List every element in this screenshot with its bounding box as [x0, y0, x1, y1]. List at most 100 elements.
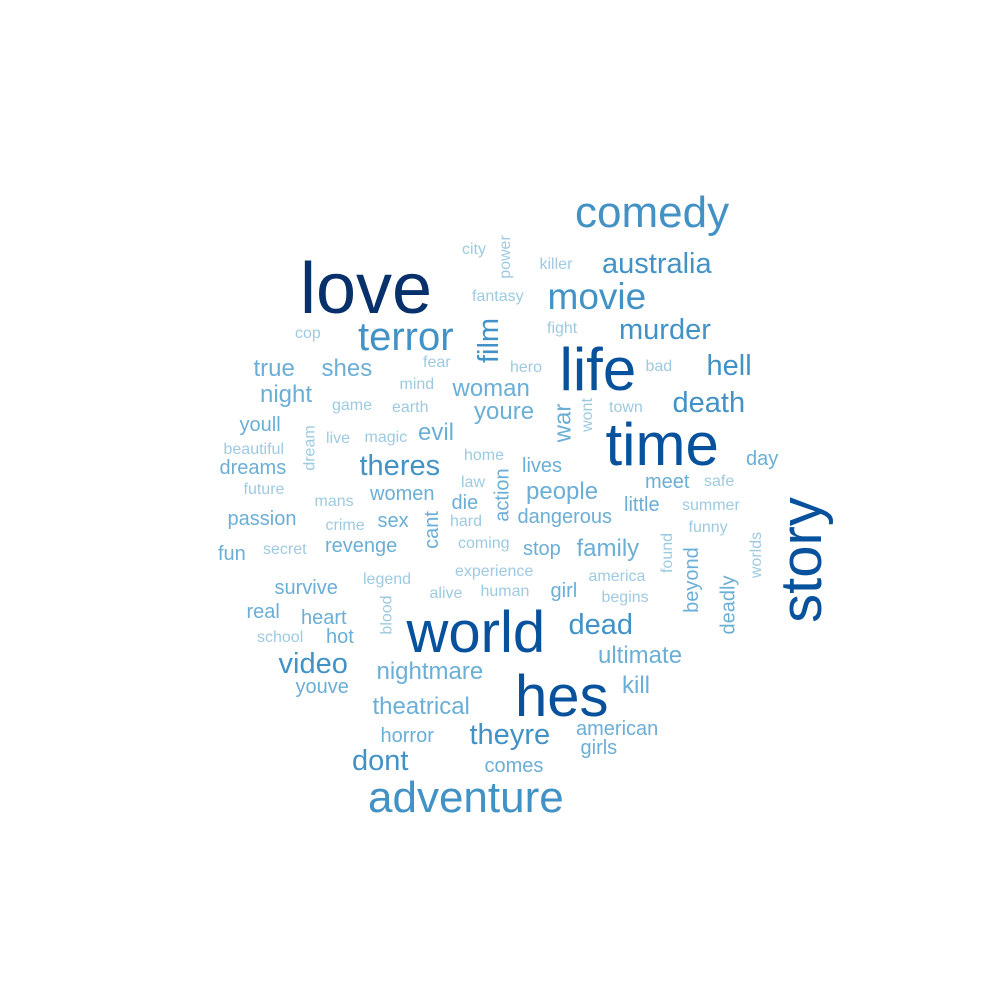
word-summer: summer — [682, 497, 740, 514]
word-australia: australia — [602, 247, 712, 280]
word-power: power — [496, 235, 514, 279]
word-horror: horror — [380, 725, 434, 747]
word-mans: mans — [314, 493, 354, 510]
word-live: live — [326, 430, 351, 447]
word-secret: secret — [263, 541, 307, 558]
word-revenge: revenge — [325, 535, 398, 557]
word-theyre: theyre — [469, 718, 551, 751]
word-coming: coming — [458, 535, 510, 552]
word-blood: blood — [378, 595, 396, 635]
word-youve: youve — [295, 676, 349, 698]
word-day: day — [746, 448, 779, 470]
word-killer: killer — [539, 256, 573, 273]
word-story: story — [768, 497, 834, 623]
word-dont: dont — [352, 744, 409, 777]
word-alive: alive — [429, 585, 463, 602]
word-adventure: adventure — [368, 773, 564, 822]
word-magic: magic — [364, 429, 408, 446]
word-murder: murder — [619, 313, 711, 346]
word-cop: cop — [295, 325, 321, 342]
word-sex: sex — [377, 510, 409, 532]
word-hard: hard — [450, 513, 483, 530]
word-war: war — [548, 403, 576, 443]
word-youll: youll — [239, 414, 281, 436]
word-fun: fun — [218, 543, 246, 565]
word-wont: wont — [578, 398, 596, 432]
word-deadly: deadly — [716, 575, 739, 635]
word-america: america — [588, 568, 646, 585]
word-woman: woman — [452, 375, 530, 402]
word-city: city — [462, 241, 486, 258]
word-comedy: comedy — [575, 188, 730, 237]
word-hes: hes — [515, 664, 609, 729]
word-film: film — [472, 317, 505, 363]
word-american: american — [576, 718, 659, 740]
word-passion: passion — [227, 508, 297, 530]
word-hot: hot — [326, 626, 354, 648]
word-stop: stop — [523, 538, 561, 560]
word-kill: kill — [622, 672, 650, 699]
word-night: night — [260, 381, 313, 408]
word-death: death — [672, 386, 746, 419]
word-cant: cant — [420, 511, 443, 549]
word-bad: bad — [645, 358, 673, 375]
word-people: people — [526, 478, 599, 505]
word-human: human — [480, 583, 530, 600]
word-dead: dead — [568, 608, 634, 641]
word-town: town — [609, 399, 643, 416]
word-hero: hero — [510, 359, 543, 376]
word-heart: heart — [301, 607, 347, 629]
word-dreams: dreams — [219, 457, 287, 479]
word-begins: begins — [601, 589, 649, 606]
word-women: women — [370, 483, 435, 505]
word-shes: shes — [321, 355, 373, 382]
word-home: home — [464, 447, 505, 464]
word-mind: mind — [399, 376, 435, 393]
word-die: die — [451, 492, 479, 514]
word-real: real — [246, 601, 280, 623]
word-girls: girls — [580, 737, 618, 759]
word-beyond: beyond — [680, 547, 703, 613]
word-experience: experience — [455, 563, 534, 580]
word-safe: safe — [704, 473, 735, 490]
word-comes: comes — [484, 755, 544, 777]
word-dangerous: dangerous — [517, 506, 613, 528]
word-youre: youre — [474, 398, 535, 425]
word-video: video — [278, 647, 348, 680]
word-love: love — [300, 249, 433, 329]
word-funny: funny — [688, 519, 728, 536]
word-beautiful: beautiful — [223, 441, 285, 458]
word-meet: meet — [645, 471, 690, 493]
word-theres: theres — [359, 449, 441, 482]
word-law: law — [461, 474, 486, 491]
word-time: time — [605, 411, 719, 478]
word-found: found — [659, 532, 677, 574]
word-hell: hell — [706, 349, 752, 382]
word-evil: evil — [418, 419, 455, 446]
word-fight: fight — [547, 320, 578, 337]
word-family: family — [576, 535, 640, 562]
word-little: little — [624, 494, 660, 516]
word-girl: girl — [550, 580, 578, 602]
word-theatrical: theatrical — [372, 693, 470, 720]
word-lives: lives — [522, 455, 563, 477]
word-survive: survive — [274, 577, 338, 599]
word-movie: movie — [547, 275, 647, 317]
word-dream: dream — [301, 425, 319, 471]
word-action: action — [491, 468, 514, 522]
word-fantasy: fantasy — [472, 288, 524, 305]
word-school: school — [257, 629, 304, 646]
word-ultimate: ultimate — [598, 642, 683, 669]
word-terror: terror — [358, 315, 454, 359]
word-crime: crime — [325, 517, 365, 534]
word-legend: legend — [363, 571, 412, 588]
word-nightmare: nightmare — [376, 658, 484, 685]
word-worlds: worlds — [748, 531, 766, 579]
word-game: game — [332, 397, 373, 414]
word-life: life — [559, 336, 637, 403]
word-future: future — [243, 481, 285, 498]
word-earth: earth — [392, 399, 429, 416]
word-true: true — [253, 355, 295, 382]
word-world: world — [406, 600, 546, 665]
